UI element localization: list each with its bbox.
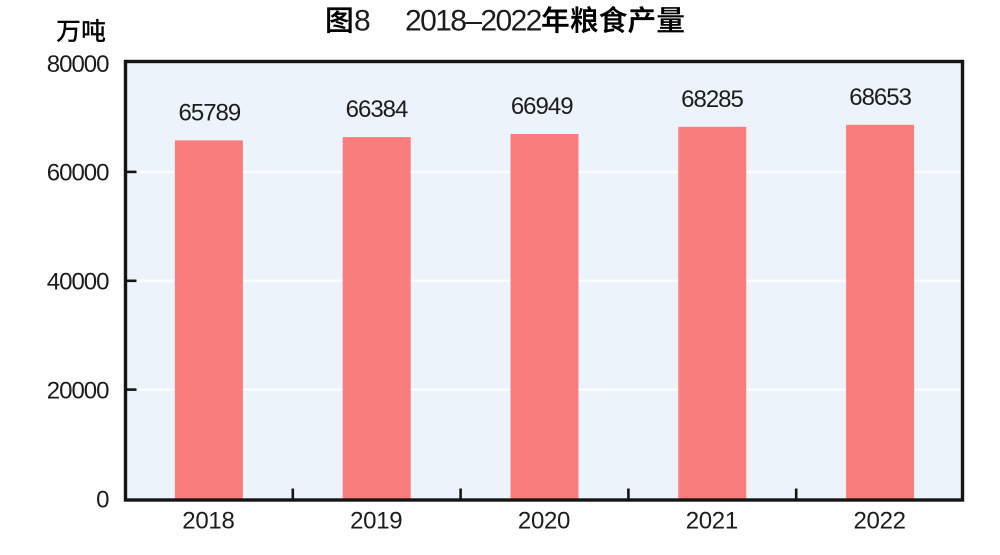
svg-text:66384: 66384: [346, 96, 408, 123]
svg-text:66949: 66949: [511, 93, 573, 120]
svg-text:68285: 68285: [681, 86, 743, 113]
svg-text:60000: 60000: [47, 160, 109, 187]
svg-text:2021: 2021: [686, 508, 738, 535]
svg-text:65789: 65789: [179, 99, 241, 126]
svg-text:20000: 20000: [47, 377, 109, 404]
svg-text:68653: 68653: [849, 84, 911, 111]
svg-text:2019: 2019: [350, 508, 402, 535]
svg-text:40000: 40000: [47, 269, 109, 296]
svg-text:2020: 2020: [518, 508, 570, 535]
svg-text:2018: 2018: [182, 508, 234, 535]
svg-text:8: 8: [354, 5, 370, 38]
svg-text:2022: 2022: [853, 508, 905, 535]
svg-text:2018–2022: 2018–2022: [405, 5, 542, 38]
svg-text:80000: 80000: [47, 51, 109, 78]
svg-text:0: 0: [96, 486, 109, 513]
